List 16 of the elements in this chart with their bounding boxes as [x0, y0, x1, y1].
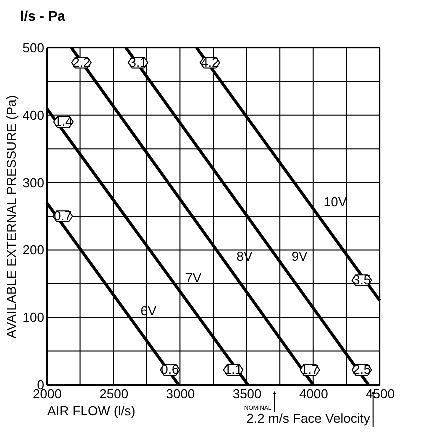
x-tick-label: 3500 [232, 386, 262, 402]
chart-title: l/s - Pa [20, 8, 66, 24]
y-tick-label: 300 [22, 175, 44, 190]
series-label: 9V [292, 249, 308, 264]
y-tick-label: 500 [22, 40, 44, 56]
x-tick-label: 2500 [100, 386, 129, 402]
y-tick-label: 200 [22, 242, 44, 258]
y-axis-title: AVAILABLE EXTERNAL PRESSURE (Pa) [4, 95, 19, 339]
y-tick-label: 100 [22, 310, 44, 326]
x-tick-label: 4000 [299, 386, 328, 402]
series-label: 7V [186, 270, 202, 286]
x-tick-label: 4500 [366, 386, 395, 402]
x-tick-label: 3000 [166, 386, 196, 402]
text: 2.2 m/s Face Velocity [246, 411, 371, 426]
x-axis-title: AIR FLOW (l/s) [48, 404, 136, 418]
y-tick-label: 400 [22, 108, 44, 123]
